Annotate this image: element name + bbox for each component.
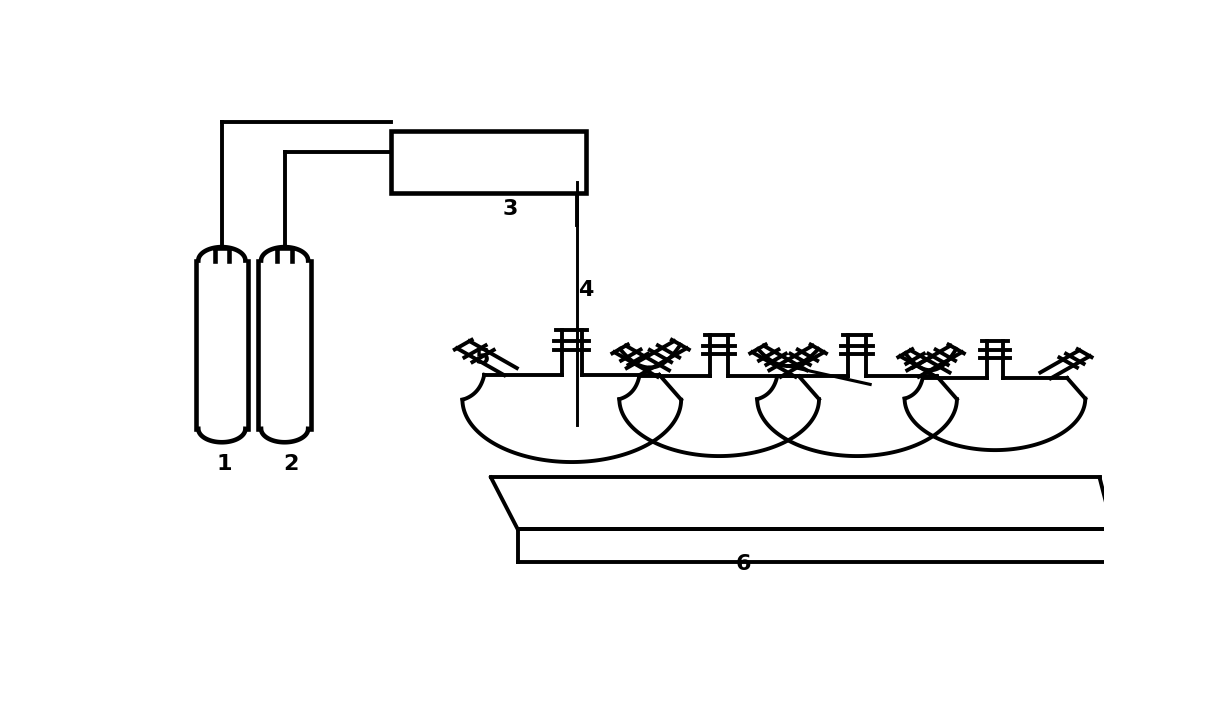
Text: 2: 2 [283, 454, 299, 474]
Text: 1: 1 [217, 454, 232, 474]
Text: 6: 6 [735, 554, 751, 574]
Text: 5: 5 [474, 348, 490, 368]
Text: 3: 3 [502, 199, 518, 219]
Bar [391, 130, 587, 193]
Text: 4: 4 [578, 280, 594, 301]
